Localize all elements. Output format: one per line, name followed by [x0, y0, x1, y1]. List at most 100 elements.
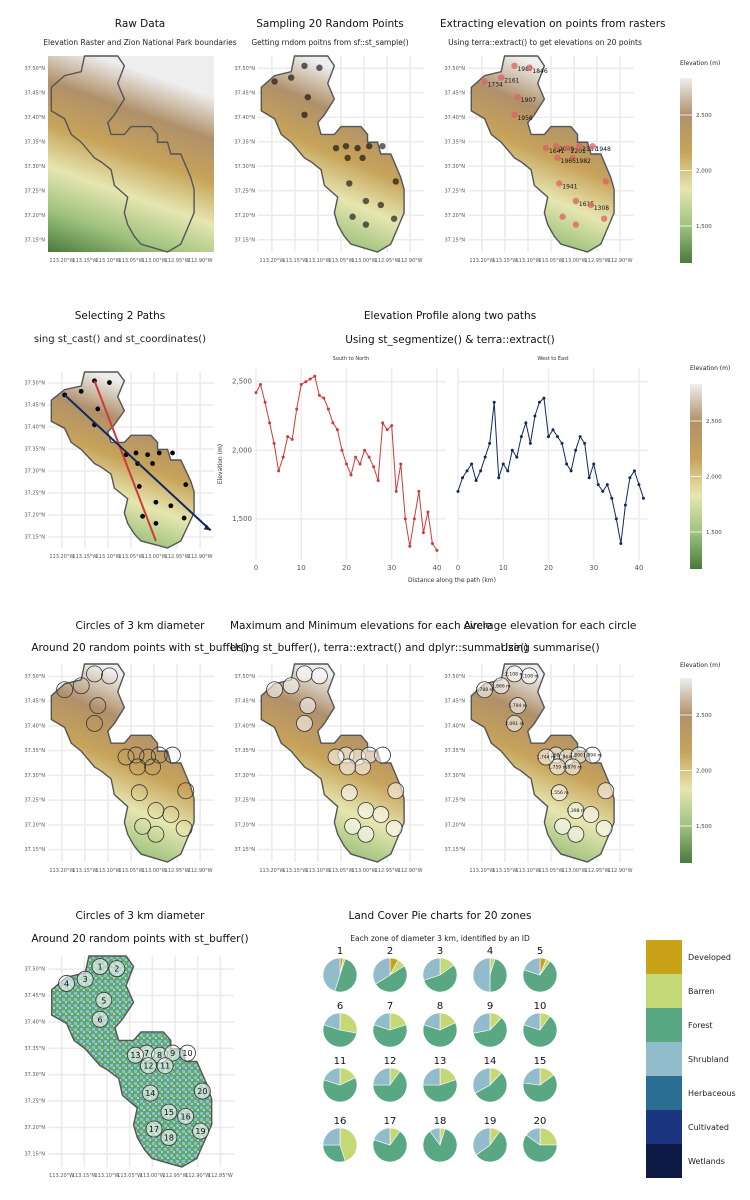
buffer-circle [521, 667, 538, 685]
pie-id-label: 7 [387, 1001, 393, 1012]
lon-tick-label: 113.20°W [259, 258, 284, 264]
buffer-circle [108, 960, 126, 978]
lon-tick-label: 113.00°W [142, 258, 167, 264]
lon-tick-label: 113.20°W [469, 868, 494, 874]
profile-point [426, 510, 430, 514]
elevation-label: 1948 [596, 146, 611, 153]
buffer-circle [595, 819, 613, 837]
lon-tick-label: 113.15°W [72, 554, 97, 560]
extract-subtitle: Using terra::extract() to get elevations… [448, 38, 642, 47]
lat-tick-label: 37.20°N [234, 213, 255, 219]
lat-tick-label: 37.50°N [24, 66, 45, 72]
pie-slice [422, 1067, 441, 1086]
pie-slice [472, 957, 491, 993]
buffer-circle [139, 748, 156, 766]
profile-point [277, 469, 281, 473]
lat-tick-label: 37.50°N [234, 66, 255, 72]
lon-tick-label: 113.20°W [49, 868, 74, 874]
profile-point [546, 435, 550, 439]
pie-zone-1: 1 [322, 946, 358, 993]
lat-tick-label: 37.30°N [24, 164, 45, 170]
lon-tick-label: 113.15°W [72, 258, 97, 264]
profile-line [457, 397, 644, 544]
legend-swatch [646, 1076, 682, 1110]
x-tick-label: 20 [342, 564, 351, 572]
lat-tick-label: 37.15°N [24, 535, 45, 541]
sample-point [564, 144, 571, 152]
profile-point [632, 469, 636, 473]
lon-tick-label: 113.10°W [94, 1173, 119, 1179]
lat-tick-label: 37.45°N [444, 90, 465, 96]
pie-id-label: 2 [387, 946, 393, 957]
pie-zone-11: 11 [322, 1056, 358, 1103]
buffer-circle [311, 667, 328, 685]
lon-tick-label: 112.95°W [375, 868, 400, 874]
minmax-map: 37.50°N 37.45°N 37.40°N 37.35°N 37.30°N 37.25… [234, 663, 424, 874]
pie-slice [522, 1074, 558, 1103]
lon-tick-label: 113.15°W [282, 868, 307, 874]
pie-slice [339, 1012, 358, 1034]
lat-tick-label: 37.15°N [234, 847, 255, 853]
sample-point [271, 78, 278, 85]
lat-tick-label: 37.30°N [24, 1072, 45, 1078]
pie-id-label: 14 [484, 1056, 497, 1067]
profile-point [286, 435, 290, 439]
lat-tick-label: 37.25°N [24, 1099, 45, 1105]
elev-legend-title-1: Elevation (m) [680, 60, 721, 67]
sample-point [572, 221, 580, 228]
lat-tick-label: 37.20°N [234, 822, 255, 828]
y-tick-label: 2,000 [232, 446, 252, 454]
sample-point [301, 62, 308, 69]
zone-id-label: 7 [144, 1049, 149, 1058]
buffer-circle [56, 681, 73, 699]
zone-id-label: 10 [182, 1049, 192, 1058]
lat-tick-label: 37.45°N [24, 90, 45, 96]
lon-tick-label: 113.15°W [492, 868, 517, 874]
pie-slice [522, 960, 558, 993]
average-subtitle: Using summarise() [500, 642, 600, 654]
pie-id-label: 16 [334, 1116, 347, 1127]
lon-tick-label: 113.10°W [515, 868, 540, 874]
pie-id-label: 15 [534, 1056, 547, 1067]
lat-tick-label: 37.25°N [24, 798, 45, 804]
average-label: 2,091 m [505, 721, 524, 727]
lat-tick-label: 37.35°N [24, 139, 45, 145]
buffer-circle [387, 782, 405, 800]
pie-slice [429, 1127, 441, 1146]
lon-tick-label: 113.05°W [119, 258, 144, 264]
lat-tick-label: 37.25°N [24, 491, 45, 497]
sample-point [107, 380, 112, 385]
legend-break-label: 1,500 [696, 224, 712, 230]
profile-point [501, 462, 505, 466]
x-tick-label: 0 [254, 564, 258, 572]
profile-point [569, 469, 573, 473]
profile-point [637, 483, 641, 487]
sample-point [156, 450, 162, 456]
profile-point [560, 441, 564, 445]
profile-point [394, 489, 398, 493]
lat-tick-label: 37.35°N [24, 748, 45, 754]
elev-legend-2: 2,500 2,000 1,500 [690, 384, 722, 569]
pie-slice [372, 1070, 408, 1103]
lat-tick-label: 37.30°N [24, 469, 45, 475]
pie-slice [489, 958, 508, 993]
buffer-circle [144, 758, 161, 776]
buffer-circle [141, 1084, 159, 1102]
sample-subtitle: Getting rndom poitns from sf::st_sample(… [251, 38, 409, 47]
x-tick-label: 30 [387, 564, 396, 572]
profile-point [390, 424, 394, 428]
lat-tick-label: 37.15°N [24, 1151, 45, 1157]
buffer-circle [162, 806, 180, 823]
average-label: 1,890 m [570, 753, 589, 759]
raw-subtitle: Elevation Raster and Zion National Park … [43, 38, 237, 47]
profile-point [528, 441, 532, 445]
profile-point [533, 414, 537, 418]
buffer-circle [506, 715, 523, 732]
lon-tick-label: 112.90°W [398, 258, 423, 264]
raw-title: Raw Data [114, 18, 166, 30]
profile-point [592, 462, 596, 466]
profile-point [358, 462, 362, 466]
buffer-circle [160, 1129, 178, 1146]
profile-point [623, 503, 627, 507]
